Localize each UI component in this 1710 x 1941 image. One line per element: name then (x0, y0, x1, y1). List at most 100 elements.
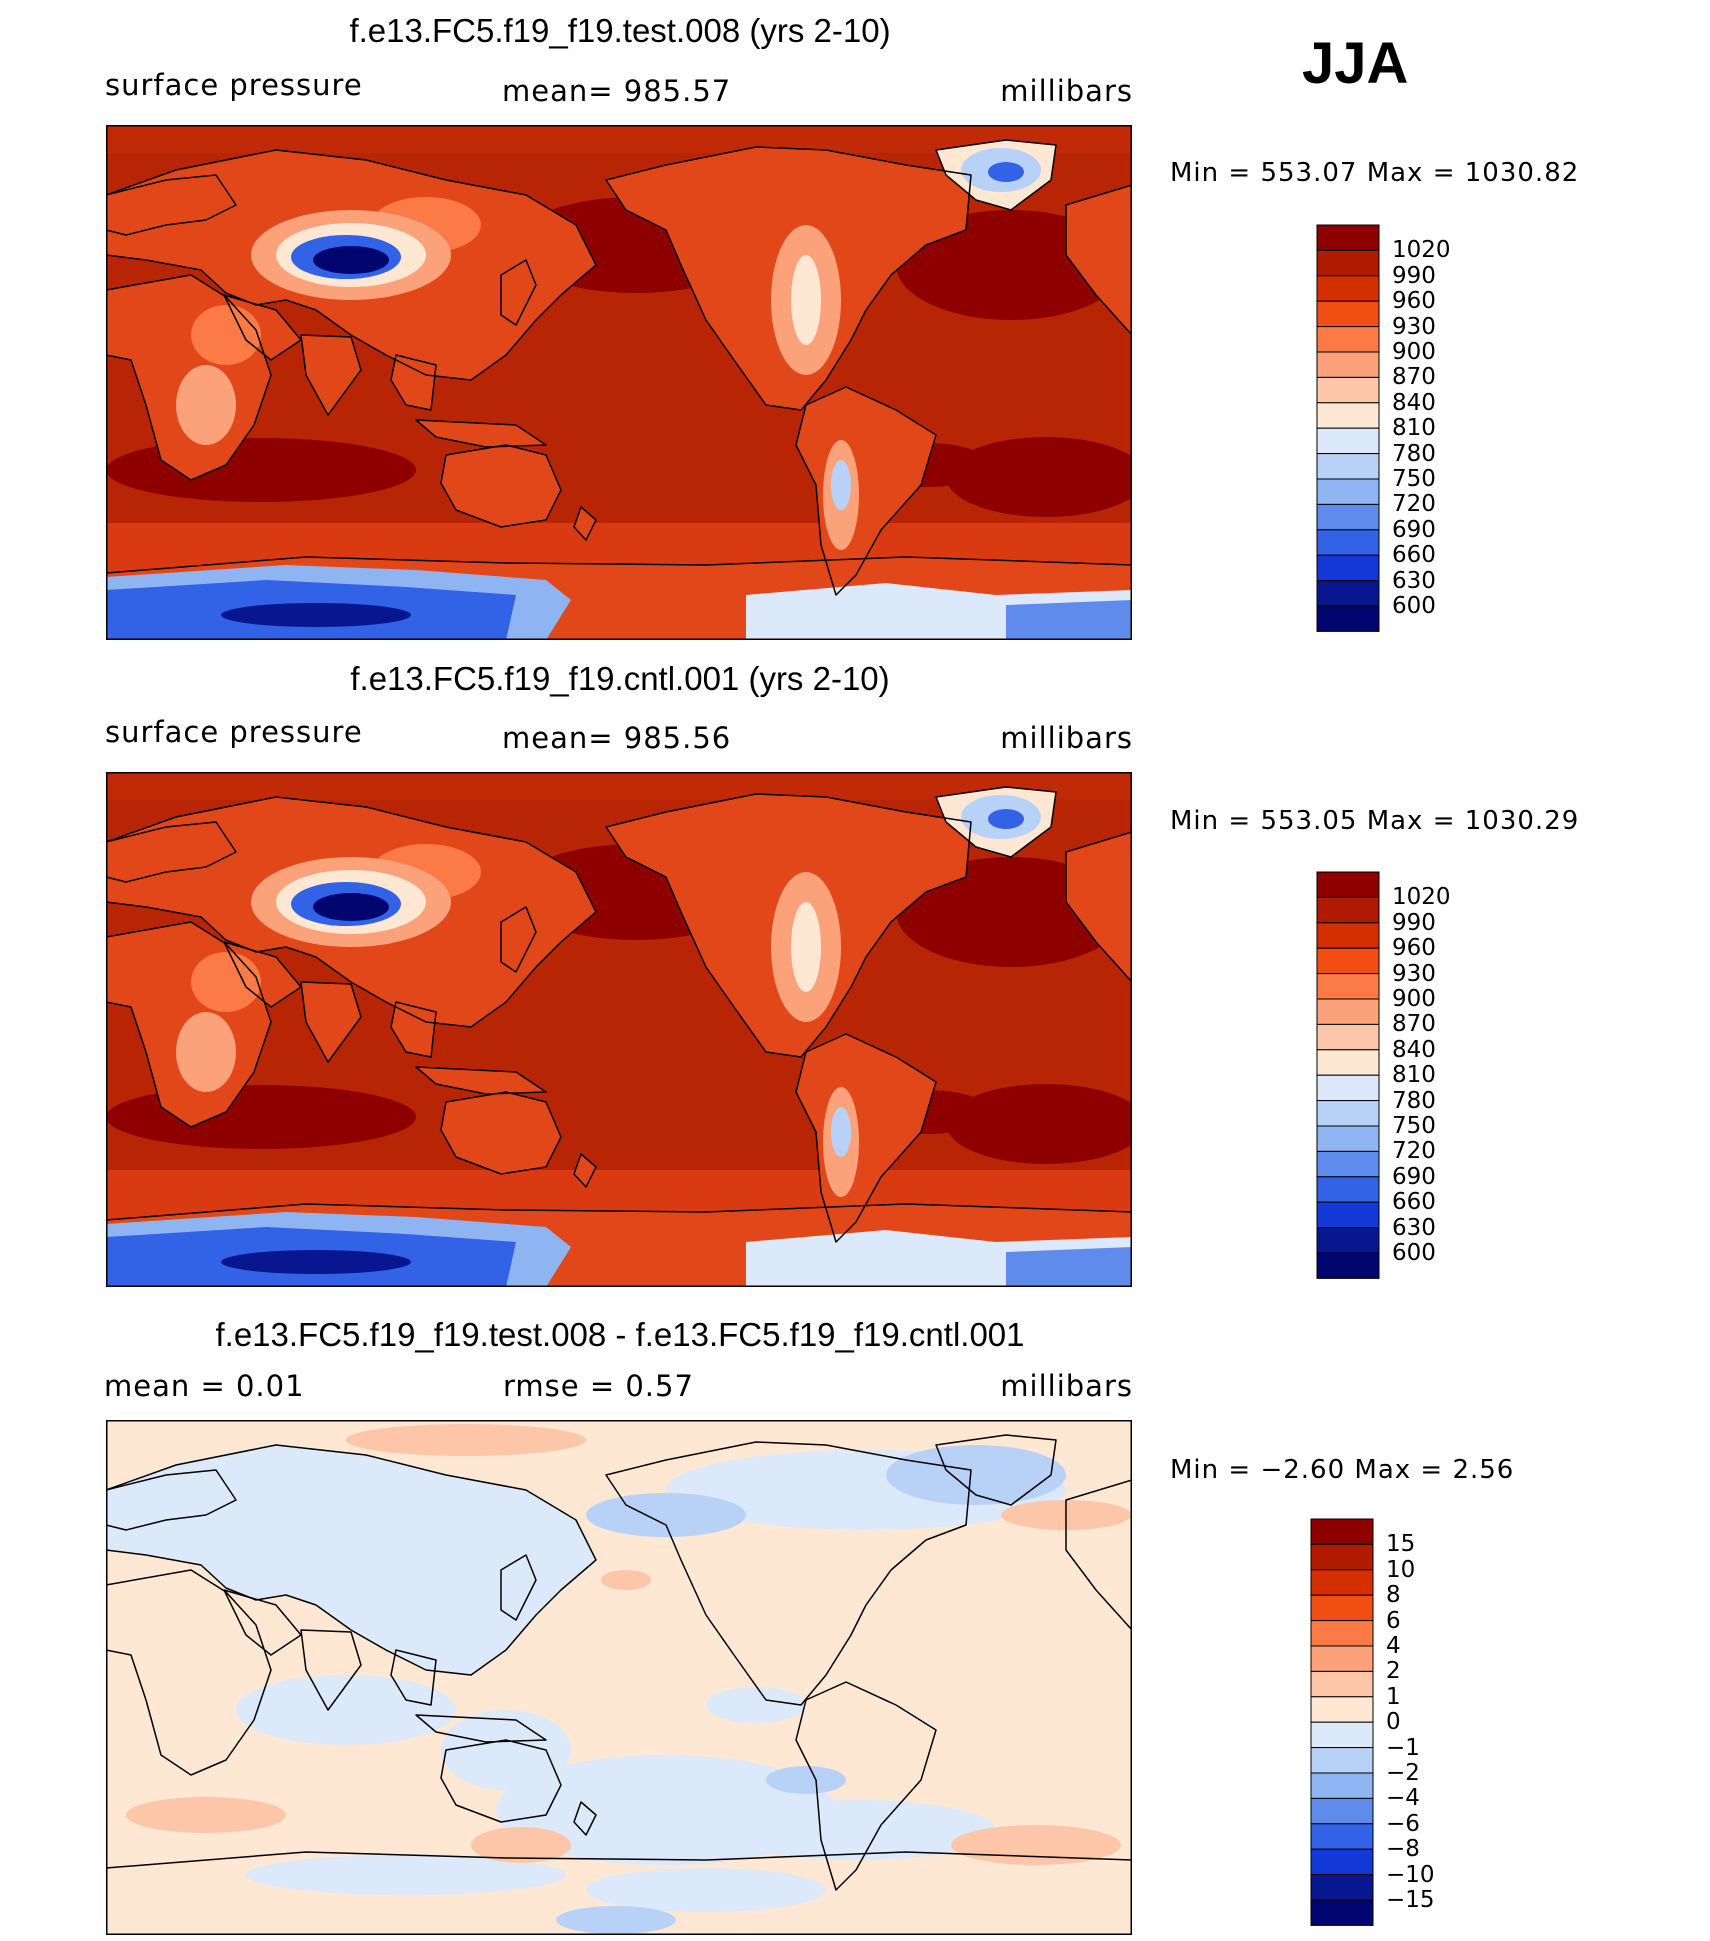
panel-title: f.e13.FC5.f19_f19.test.008 - f.e13.FC5.f… (215, 1316, 1025, 1353)
colorbar-label: −10 (1386, 1861, 1435, 1888)
coastline (935, 139, 1057, 211)
colorbar-box (1310, 1797, 1374, 1825)
greenland-ice (988, 162, 1024, 182)
tibetan-plateau (313, 893, 389, 921)
andes (831, 1107, 851, 1157)
colorbar-label: 690 (1392, 1163, 1436, 1190)
colorbar-label: 690 (1392, 516, 1436, 543)
tibetan-plateau (313, 246, 389, 274)
colorbar-box (1316, 1201, 1380, 1229)
colorbar-label: 720 (1392, 491, 1436, 518)
negative-anomaly (556, 1906, 676, 1934)
coastline (223, 941, 302, 1008)
colorbar-label: 600 (1392, 1240, 1436, 1266)
colorbar-box (1310, 1594, 1374, 1622)
coastline (300, 981, 362, 1063)
coastline (500, 906, 537, 973)
colorbar-label: 780 (1392, 1087, 1436, 1114)
colorbar-label: 960 (1392, 288, 1436, 315)
greenland-ice (988, 809, 1024, 829)
coastline (1065, 184, 1132, 336)
rocky-mountains (791, 255, 821, 345)
map-panel-1 (106, 125, 1132, 640)
land-fill (391, 1002, 436, 1057)
colorbar-box (1310, 1569, 1374, 1596)
colorbar-box (1316, 249, 1380, 277)
land-fill (441, 445, 561, 527)
panel-title: f.e13.FC5.f19_f19.test.008 (yrs 2-10) (349, 12, 891, 49)
colorbar-box (1316, 1176, 1380, 1203)
colorbar-label: −1 (1386, 1734, 1420, 1761)
coastline (500, 1554, 537, 1621)
land-fill (391, 355, 436, 410)
land-fill (301, 335, 361, 415)
panel-variable: surface pressure (105, 68, 363, 102)
map-panel-2 (106, 772, 1132, 1287)
colorbar-box (1316, 1100, 1380, 1127)
panel-variable: surface pressure (105, 715, 363, 749)
colorbar-box (1316, 896, 1380, 924)
colorbar-box (1316, 1023, 1380, 1051)
colorbar-label: 8 (1386, 1582, 1401, 1609)
colorbar-2 (1316, 871, 1380, 1279)
colorbar-label: 0 (1386, 1709, 1401, 1736)
colorbar-box (1316, 427, 1380, 455)
coastline (500, 259, 537, 326)
positive-anomaly (126, 1797, 286, 1833)
panel-units: millibars (1000, 1369, 1133, 1403)
panel-rmse: rmse = 0.57 (503, 1369, 694, 1403)
elevated-terrain (191, 305, 261, 365)
land-fill (796, 387, 936, 595)
colorbar-box (1310, 1620, 1374, 1647)
colorbar-box (1316, 1227, 1380, 1254)
colorbar-label: 630 (1392, 1214, 1436, 1241)
subtropical-high (946, 437, 1132, 517)
coastline (106, 274, 272, 481)
colorbar-box (1316, 973, 1380, 1000)
colorbar-box (1316, 922, 1380, 949)
land-fill (416, 420, 546, 447)
antarctic-plateau (1006, 600, 1132, 640)
colorbar-box (1310, 1670, 1374, 1698)
panel-units: millibars (1000, 74, 1133, 108)
coastline (415, 1714, 547, 1743)
positive-anomaly (471, 1827, 571, 1863)
coastline (300, 334, 362, 416)
colorbar-box (1316, 326, 1380, 353)
colorbar-label: −6 (1386, 1810, 1420, 1837)
colorbar-label: −8 (1386, 1836, 1420, 1863)
colorbar-box (1316, 224, 1380, 251)
colorbar-label: 1 (1386, 1683, 1401, 1710)
map-frame (106, 772, 1132, 1287)
colorbar-label: 4 (1386, 1633, 1401, 1659)
coastline (106, 1851, 1132, 1869)
colorbar-box (1316, 453, 1380, 480)
colorbar-box (1316, 1150, 1380, 1178)
colorbar-label: 810 (1392, 415, 1436, 442)
land-fill (301, 982, 361, 1062)
map-panel-3 (106, 1420, 1132, 1935)
colorbar-label: 900 (1392, 339, 1436, 365)
colorbar-label: 15 (1386, 1531, 1416, 1558)
coastline (106, 796, 597, 1028)
coastline (440, 444, 562, 528)
coastline (415, 419, 547, 448)
colorbar-label: 870 (1392, 364, 1436, 391)
colorbar-box (1316, 998, 1380, 1025)
coastline (1065, 1479, 1132, 1631)
elevated-terrain (176, 365, 236, 445)
coastline (440, 1739, 562, 1823)
colorbar-box (1316, 947, 1380, 975)
coastline (415, 1066, 547, 1095)
colorbar-box (1316, 554, 1380, 582)
subtropical-high (946, 1084, 1132, 1164)
colorbar-label: 870 (1392, 1011, 1436, 1038)
colorbar-box (1316, 580, 1380, 607)
colorbar-box (1310, 1696, 1374, 1723)
colorbar-label: 630 (1392, 567, 1436, 594)
colorbar-label: −2 (1386, 1760, 1420, 1786)
positive-anomaly (346, 1424, 586, 1456)
andes (831, 460, 851, 510)
colorbar-box (1316, 351, 1380, 378)
antarctic-plateau (221, 603, 411, 627)
